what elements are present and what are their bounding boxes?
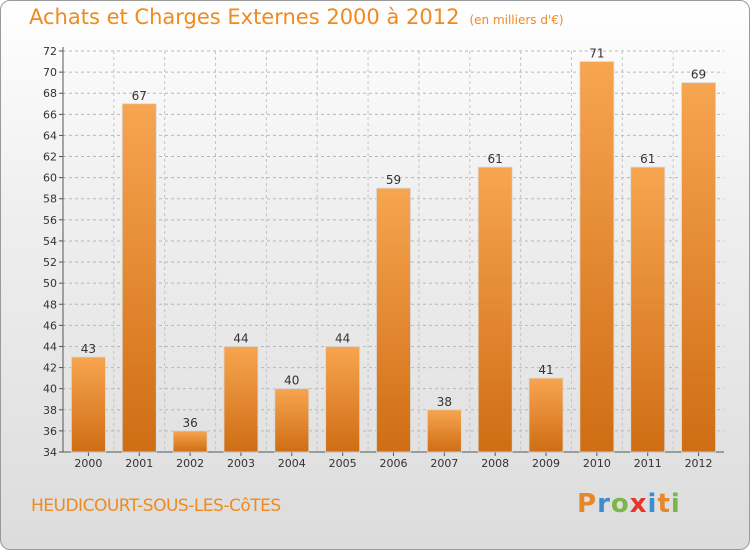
chart-title-unit: (en milliers d'€) (469, 13, 564, 27)
y-tick-label: 66 (43, 108, 57, 121)
bar-2005 (325, 346, 361, 453)
logo-letter: r (597, 489, 611, 519)
data-label: 59 (386, 173, 401, 187)
logo-letter: o (610, 489, 630, 519)
y-tick-label: 60 (43, 172, 57, 185)
y-tick-label: 48 (43, 298, 57, 311)
data-label: 44 (233, 331, 248, 345)
y-tick-label: 56 (43, 214, 57, 227)
bar-2000 (71, 356, 106, 453)
bar-2004 (274, 388, 310, 453)
chart-title: Achats et Charges Externes 2000 à 2012 (e… (29, 5, 564, 29)
proxiti-logo: Proxiti (577, 489, 681, 519)
logo-letter: i (670, 489, 681, 519)
y-tick-label: 50 (43, 277, 57, 290)
x-tick-label: 2011 (634, 457, 662, 470)
data-label: 67 (132, 89, 147, 103)
x-tick-label: 2009 (532, 457, 560, 470)
data-label: 41 (538, 363, 553, 377)
y-tick-label: 38 (43, 404, 57, 417)
bar-2002 (172, 430, 208, 453)
logo-letter: t (657, 489, 671, 519)
x-tick-label: 2008 (481, 457, 509, 470)
logo-letter: P (577, 489, 598, 519)
y-tick-label: 40 (43, 383, 57, 396)
bars (71, 61, 716, 453)
bar-2009 (528, 377, 564, 453)
y-tick-label: 54 (43, 235, 57, 248)
bar-2001 (121, 103, 157, 453)
axes: 34 36 38 40 42 44 46 48 50 52 54 56 58 60 62 64 66 68 70 72… (43, 45, 724, 470)
x-tick-label: 2012 (685, 457, 713, 470)
data-label: 61 (488, 152, 503, 166)
bar-2006 (376, 187, 411, 453)
data-label: 36 (182, 416, 197, 430)
y-tick-label: 52 (43, 256, 57, 269)
x-tick-label: 2003 (227, 457, 255, 470)
x-tick-label: 2007 (430, 457, 458, 470)
x-tick-label: 2006 (380, 457, 408, 470)
data-label: 40 (284, 374, 299, 388)
bar-2011 (630, 166, 666, 453)
logo-letter: x (629, 489, 648, 519)
y-tick-label: 70 (43, 66, 57, 79)
bar-2010 (579, 61, 615, 453)
x-tick-label: 2001 (125, 457, 153, 470)
y-tick-label: 34 (43, 446, 57, 459)
bar-2007 (426, 409, 462, 453)
y-tick-label: 42 (43, 362, 57, 375)
y-tick-label: 72 (43, 45, 57, 58)
y-tick-label: 58 (43, 193, 57, 206)
bar-2012 (681, 82, 716, 453)
x-tick-label: 2005 (329, 457, 357, 470)
y-tick-label: 36 (43, 425, 57, 438)
data-label: 69 (691, 68, 706, 82)
data-label: 44 (335, 331, 350, 345)
y-tick-label: 68 (43, 87, 57, 100)
data-label: 38 (437, 395, 452, 409)
data-label: 43 (81, 342, 96, 356)
x-tick-label: 2004 (278, 457, 306, 470)
y-tick-label: 64 (43, 129, 57, 142)
bar-2003 (223, 346, 259, 453)
x-tick-label: 2002 (176, 457, 204, 470)
logo-letter: i (647, 489, 658, 519)
y-tick-label: 46 (43, 319, 57, 332)
place-name: HEUDICOURT-SOUS-LES-CôTES (31, 496, 281, 516)
chart-title-main: Achats et Charges Externes 2000 à 2012 (29, 5, 460, 29)
data-label: 71 (589, 47, 604, 61)
y-tick-label: 62 (43, 151, 57, 164)
bar-2008 (477, 166, 513, 453)
x-tick-label: 2010 (583, 457, 611, 470)
x-tick-label: 2000 (74, 457, 102, 470)
data-labels: 43 67 36 44 40 44 59 38 61 41 71 61 69 (81, 47, 706, 430)
y-tick-label: 44 (43, 340, 57, 353)
data-label: 61 (640, 152, 655, 166)
